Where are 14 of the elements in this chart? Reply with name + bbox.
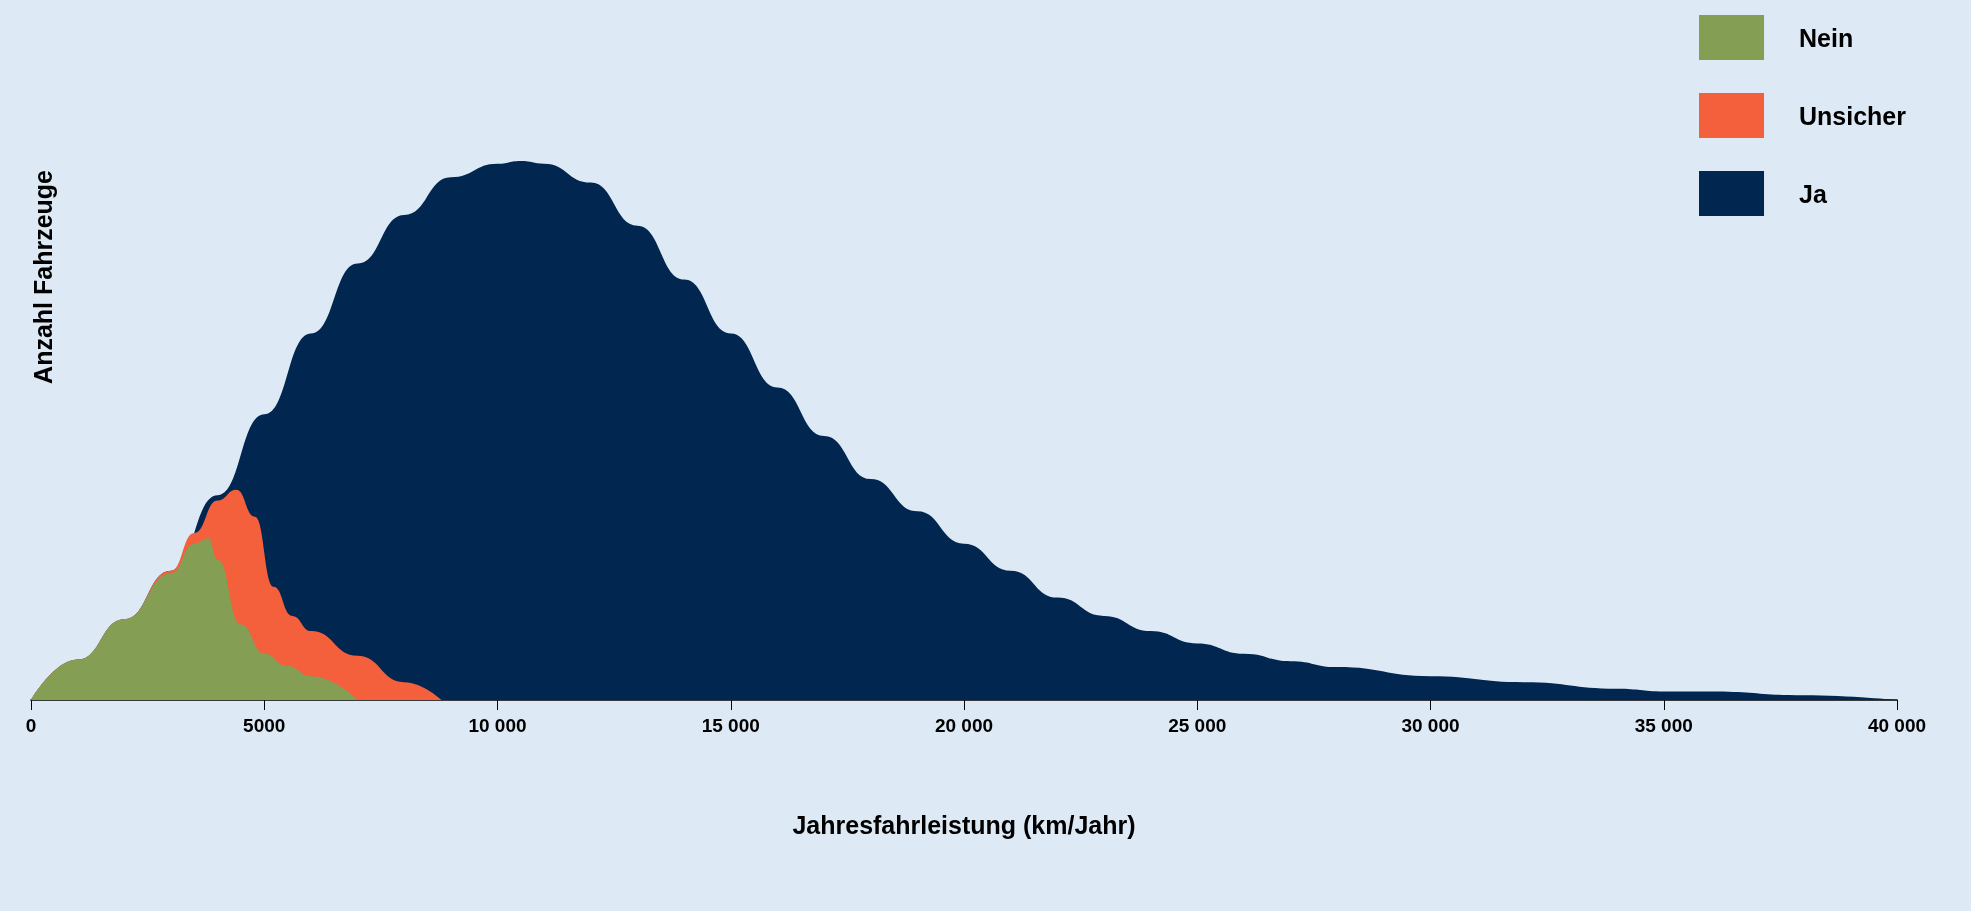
x-tick-label: 35 000 — [1634, 715, 1693, 736]
x-tick-label: 5000 — [243, 715, 286, 736]
x-tick-label: 15 000 — [701, 715, 760, 736]
x-tick-label: 10 000 — [468, 715, 527, 736]
legend-label: Ja — [1799, 179, 1828, 208]
legend-label: Unsicher — [1799, 101, 1907, 130]
x-axis-title: Jahresfahrleistung (km/Jahr) — [792, 810, 1136, 839]
x-tick-label: 20 000 — [934, 715, 994, 736]
x-tick-label: 0 — [25, 715, 37, 736]
y-axis-title: Anzahl Fahrzeuge — [28, 169, 57, 384]
x-tick-label: 30 000 — [1401, 715, 1460, 736]
x-tick-label: 25 000 — [1168, 715, 1227, 736]
legend-label: Nein — [1799, 23, 1854, 52]
x-tick-label: 40 000 — [1867, 715, 1927, 736]
